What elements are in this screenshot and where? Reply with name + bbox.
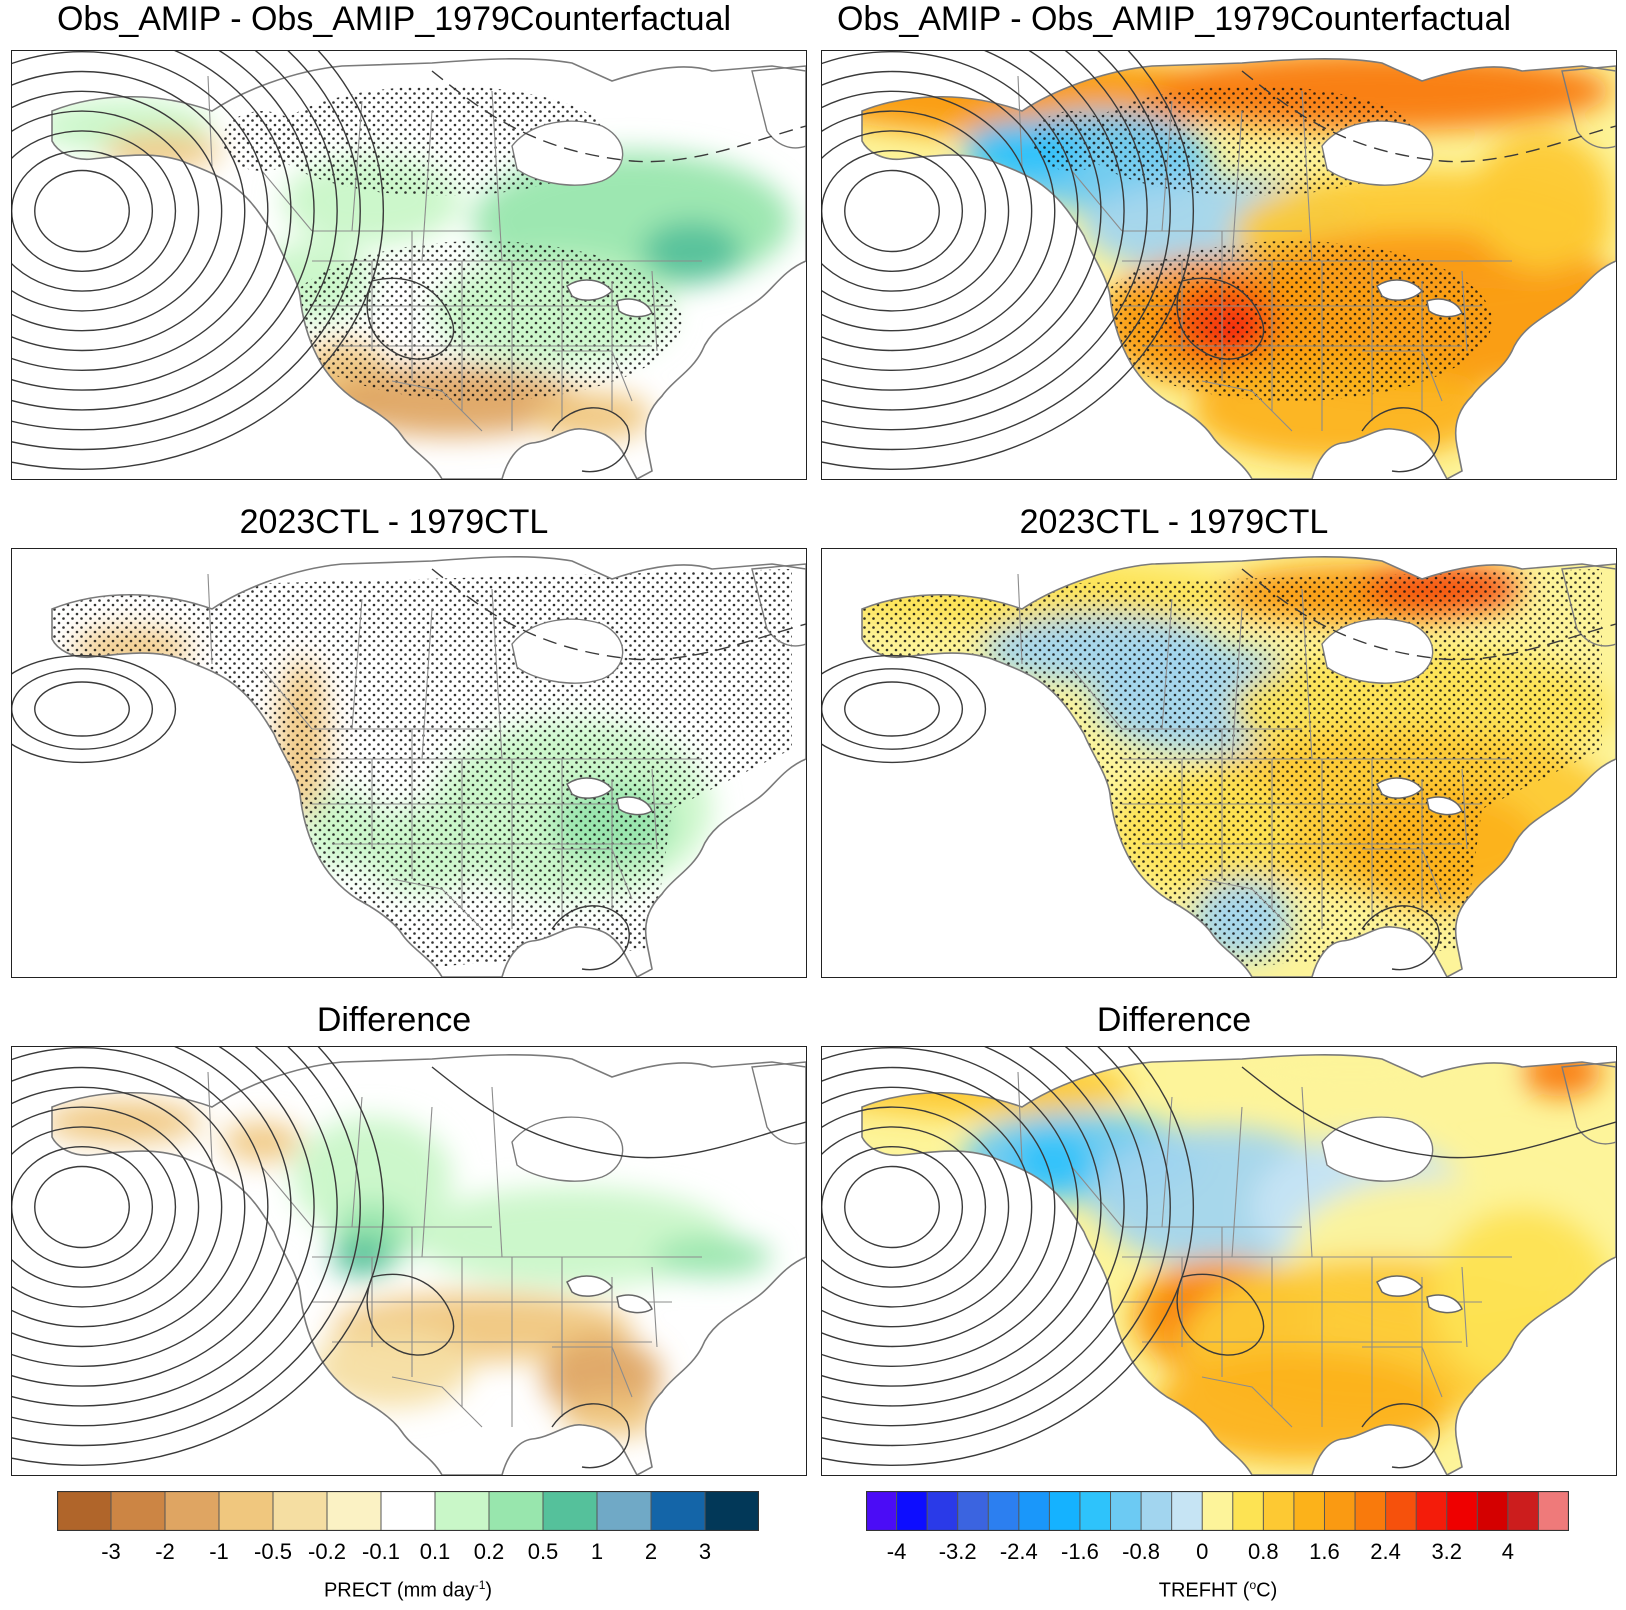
panel-title-4: 2023CTL - 1979CTL xyxy=(1019,503,1329,541)
map-boundaries xyxy=(207,1071,702,1428)
map-panel-prect-ctl xyxy=(11,548,807,978)
colorbar-swatch xyxy=(896,1492,928,1530)
trefht-label-end: C) xyxy=(1256,1579,1278,1602)
map-panel-prect-diff xyxy=(11,1046,807,1476)
colorbar-swatch xyxy=(1202,1492,1234,1530)
map-land-field xyxy=(862,58,1616,479)
map-land-field xyxy=(862,1054,1616,1475)
colorbar-tick-label: -0.8 xyxy=(1122,1539,1161,1564)
map-contours xyxy=(12,568,806,971)
panel-title-1: Obs_AMIP - Obs_AMIP_1979Counterfactual xyxy=(56,0,732,38)
colorbar-swatch xyxy=(651,1492,706,1530)
prect-colorbar xyxy=(56,1490,760,1532)
map-contours xyxy=(12,51,806,473)
map-land-field xyxy=(52,58,806,479)
colorbar-swatch xyxy=(543,1492,598,1530)
map-contours xyxy=(822,1047,1616,1469)
colorbar-swatch xyxy=(1416,1492,1448,1530)
map-contours xyxy=(12,1047,806,1469)
prect-colorbar-label: PRECT (mm day-1) xyxy=(258,1578,558,1603)
colorbar-tick-label: 4 xyxy=(1501,1539,1514,1564)
colorbar-swatch xyxy=(1293,1492,1325,1530)
colorbar-tick-label: -3.2 xyxy=(938,1539,977,1564)
colorbar-swatch xyxy=(957,1492,989,1530)
map-land-field xyxy=(52,1054,806,1475)
colorbar-swatch xyxy=(705,1492,760,1530)
trefht-colorbar-label: TREFHT (oC) xyxy=(1068,1578,1368,1603)
colorbar-swatch xyxy=(1507,1492,1539,1530)
panel-title-6: Difference xyxy=(1096,1001,1252,1039)
colorbar-tick-label: 3 xyxy=(698,1539,712,1564)
map-contours xyxy=(822,568,1616,971)
colorbar-tick-label: 2.4 xyxy=(1370,1539,1401,1564)
colorbar-swatch xyxy=(1232,1492,1264,1530)
trefht-label-text: TREFHT ( xyxy=(1158,1579,1250,1602)
colorbar-tick-label: -4 xyxy=(886,1539,907,1564)
colorbar-tick-label: 0.1 xyxy=(419,1539,451,1564)
colorbar-swatch xyxy=(435,1492,490,1530)
colorbar-swatch xyxy=(381,1492,436,1530)
colorbar-tick-label: 1 xyxy=(590,1539,604,1564)
colorbar-tick-label: -0.2 xyxy=(308,1539,346,1564)
prect-label-text: PRECT (mm day xyxy=(323,1579,475,1602)
map-panel-prect-obs xyxy=(11,50,807,480)
colorbar-swatch xyxy=(988,1492,1020,1530)
map-panel-trefht-diff xyxy=(821,1046,1617,1476)
colorbar-swatch xyxy=(111,1492,166,1530)
colorbar-tick-label: 1.6 xyxy=(1309,1539,1340,1564)
colorbar-tick-label: -1 xyxy=(209,1539,229,1564)
colorbar-swatch xyxy=(1324,1492,1356,1530)
colorbar-tick-label: -0.5 xyxy=(254,1539,292,1564)
colorbar-swatch xyxy=(1141,1492,1173,1530)
colorbar-swatch xyxy=(1110,1492,1142,1530)
colorbar-swatch xyxy=(219,1492,274,1530)
colorbar-swatch xyxy=(1355,1492,1387,1530)
map-panel-trefht-ctl xyxy=(821,548,1617,978)
colorbar-swatch xyxy=(927,1492,959,1530)
colorbar-swatch xyxy=(866,1492,898,1530)
colorbar-swatch xyxy=(1018,1492,1050,1530)
colorbar-swatch xyxy=(1446,1492,1478,1530)
map-boundaries xyxy=(1017,75,1512,432)
map-panel-trefht-obs xyxy=(821,50,1617,480)
colorbar-swatch xyxy=(1385,1492,1417,1530)
colorbar-swatch xyxy=(1079,1492,1112,1530)
map-land-field xyxy=(862,556,1616,977)
panel-title-3: 2023CTL - 1979CTL xyxy=(239,503,549,541)
colorbar-swatch xyxy=(1171,1492,1203,1530)
map-contours xyxy=(822,51,1616,473)
colorbar-swatch xyxy=(165,1492,220,1530)
colorbar-tick-label: -3 xyxy=(101,1539,121,1564)
map-boundaries xyxy=(207,573,702,930)
colorbar-tick-label: 0.5 xyxy=(527,1539,559,1564)
colorbar-swatch xyxy=(1538,1492,1570,1530)
prect-label-sup: -1 xyxy=(474,1578,486,1592)
map-boundaries xyxy=(1017,1071,1512,1428)
colorbar-swatch xyxy=(1263,1492,1295,1530)
prect-label-end: ) xyxy=(485,1579,493,1602)
panel-title-5: Difference xyxy=(316,1001,472,1039)
colorbar-swatch xyxy=(327,1492,382,1530)
colorbar-tick-label: 0.2 xyxy=(473,1539,505,1564)
colorbar-tick-label: -2 xyxy=(155,1539,175,1564)
colorbar-swatch xyxy=(57,1492,112,1530)
map-boundaries xyxy=(1017,573,1512,930)
colorbar-swatch xyxy=(1477,1492,1509,1530)
trefht-colorbar xyxy=(865,1490,1570,1532)
colorbar-tick-label: -2.4 xyxy=(999,1539,1038,1564)
colorbar-tick-label: 2 xyxy=(644,1539,658,1564)
map-land-field xyxy=(52,556,806,977)
trefht-label-sup: o xyxy=(1249,1578,1257,1592)
colorbar-swatch xyxy=(489,1492,544,1530)
colorbar-tick-label: 0.8 xyxy=(1248,1539,1279,1564)
panel-title-2: Obs_AMIP - Obs_AMIP_1979Counterfactual xyxy=(836,0,1512,38)
colorbar-tick-label: -1.6 xyxy=(1060,1539,1099,1564)
colorbar-swatch xyxy=(1049,1492,1081,1530)
colorbar-tick-label: 0 xyxy=(1196,1539,1209,1564)
colorbar-tick-label: -0.1 xyxy=(362,1539,400,1564)
colorbar-swatch xyxy=(597,1492,652,1530)
colorbar-swatch xyxy=(273,1492,328,1530)
colorbar-tick-label: 3.2 xyxy=(1431,1539,1463,1564)
